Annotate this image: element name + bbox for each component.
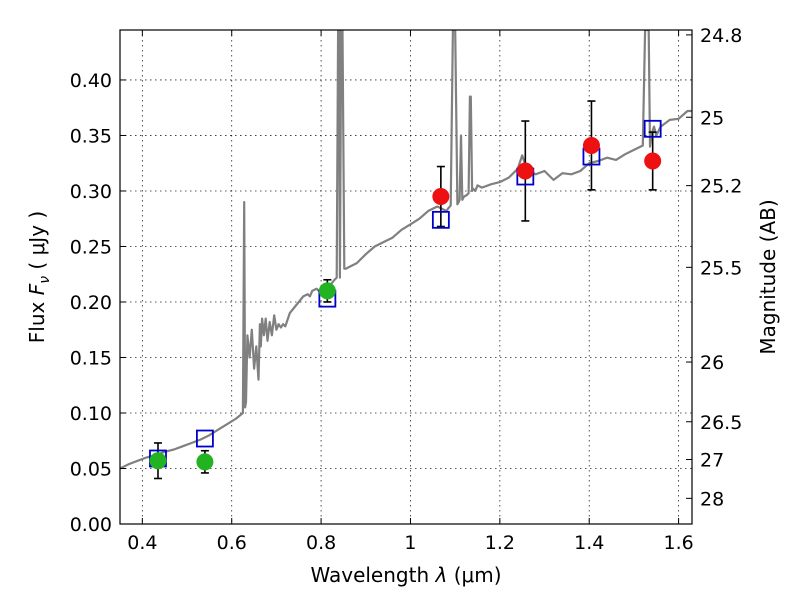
errorbars	[153, 100, 657, 480]
y-tick-label: 0.30	[70, 181, 112, 203]
x-tick-labels: 0.4 0.6 0.8 1 1.2 1.4 1.6	[127, 532, 693, 554]
x-tick-label: 0.4	[127, 532, 157, 554]
right-tick-label: 28	[700, 488, 724, 510]
x-tick-label: 1.6	[663, 532, 693, 554]
x-tick-label: 0.6	[217, 532, 247, 554]
model-square-marker	[431, 210, 450, 229]
model-squares	[149, 119, 662, 468]
photometry-point	[432, 188, 450, 206]
y-tick-label: 0.05	[70, 458, 112, 480]
photometry-point	[196, 453, 214, 471]
x-tick-label: 1.4	[574, 532, 604, 554]
right-tick-label: 24.8	[700, 25, 742, 47]
y-tick-label: 0.40	[70, 70, 112, 92]
right-tick-label: 27	[700, 450, 724, 472]
x-tick-label: 1	[404, 532, 416, 554]
y-tick-label: 0.25	[70, 236, 112, 258]
x-axis-label: Wavelength λ (μm)	[310, 563, 501, 587]
photometry-point	[644, 152, 662, 170]
y-tick-label: 0.15	[70, 347, 112, 369]
right-tick-label: 25.2	[700, 176, 742, 198]
model-square-marker	[643, 119, 662, 138]
plot-frame	[119, 29, 693, 525]
y-tick-label: 0.20	[70, 292, 112, 314]
y-axis-label: Flux Fν ( μJy )	[25, 211, 53, 343]
plot-area	[120, 30, 692, 480]
photometry-points	[149, 136, 662, 471]
right-tick-label: 25	[700, 107, 724, 129]
photometry-point	[516, 162, 534, 180]
right-tick-label: 25.5	[700, 257, 742, 279]
right-axis-label: Magnitude (AB)	[756, 199, 780, 354]
photometry-point	[582, 136, 600, 154]
right-tick-label: 26.5	[700, 412, 742, 434]
right-tick-label: 26	[700, 352, 724, 374]
x-tick-label: 1.2	[485, 532, 515, 554]
x-tick-label: 0.8	[306, 532, 336, 554]
grid-lines	[120, 30, 692, 524]
y-tick-label: 0.35	[70, 125, 112, 147]
y-tick-labels: 0.00 0.05 0.10 0.15 0.20 0.25 0.30 0.35 0.40	[70, 70, 112, 536]
y-tick-label: 0.00	[70, 514, 112, 536]
y-tick-label: 0.10	[70, 403, 112, 425]
spectrum-line	[120, 30, 692, 470]
photometry-point	[149, 452, 167, 470]
photometry-point	[318, 282, 336, 300]
model-square-marker	[196, 429, 214, 448]
right-tick-labels: 24.8 25 25.2 25.5 26 26.5 27 28	[700, 25, 742, 510]
axis-ticks	[120, 30, 692, 525]
